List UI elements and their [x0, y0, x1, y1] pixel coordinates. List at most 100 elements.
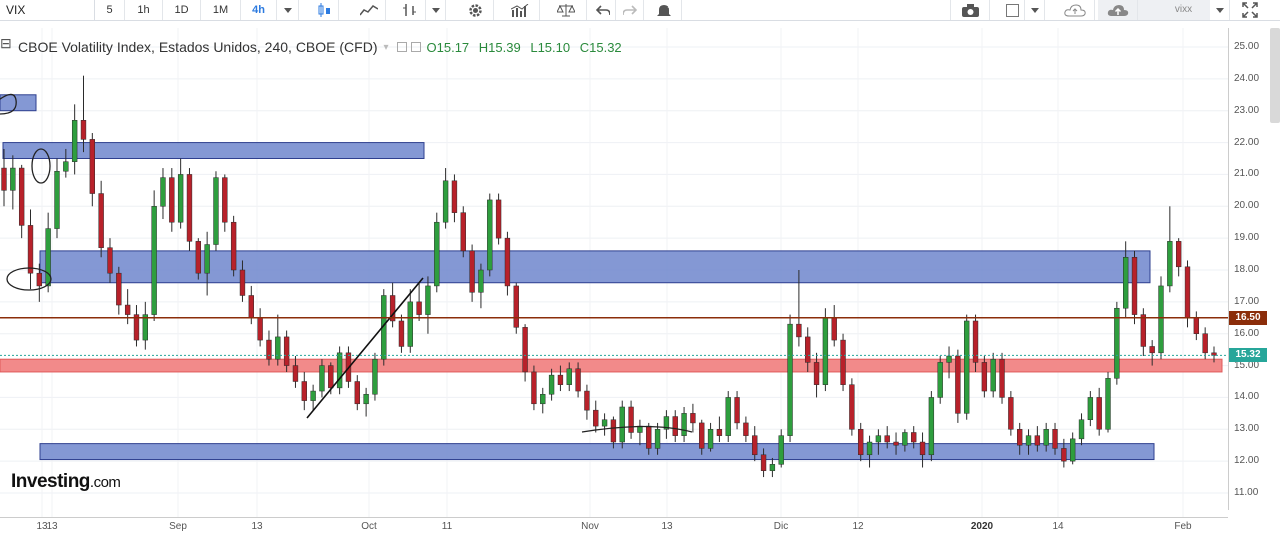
symbol-input[interactable]: VIX: [0, 0, 95, 20]
time-tick-label: 14: [1052, 521, 1064, 532]
candle-body: [434, 221, 440, 287]
undo-icon[interactable]: [590, 0, 616, 20]
snapshot-camera-icon[interactable]: [950, 0, 990, 20]
legend-hide-icon[interactable]: [410, 42, 421, 52]
candle-body: [557, 374, 564, 385]
candles-chart-icon[interactable]: [309, 0, 339, 20]
interval-dropdown-icon[interactable]: [277, 0, 299, 20]
candle-body: [716, 429, 723, 436]
candle-body: [654, 429, 661, 449]
candle-body: [548, 374, 555, 395]
candle-body: [301, 381, 307, 401]
price-badge-line: 16.50: [1229, 310, 1267, 325]
candle-body: [584, 390, 590, 411]
candle-body: [928, 397, 935, 456]
time-tick-label: 13: [251, 521, 263, 532]
template-dropdown-icon[interactable]: [1025, 0, 1045, 20]
candle-body: [1052, 429, 1058, 449]
interval-1m[interactable]: 1M: [201, 0, 241, 20]
candle-body: [1034, 435, 1041, 446]
compare-scale-icon[interactable]: [545, 0, 587, 20]
candle-body: [151, 206, 157, 315]
candle-body: [964, 320, 970, 414]
area-chart-icon[interactable]: [352, 0, 386, 20]
interval-4h[interactable]: 4h: [241, 0, 277, 20]
fullscreen-icon[interactable]: [1230, 0, 1270, 20]
candle-body: [1061, 448, 1067, 462]
candle-body: [575, 368, 581, 392]
zone-rectangle: [0, 358, 1223, 373]
legend-close: C15.32: [579, 39, 622, 55]
candle-body: [283, 336, 290, 366]
indicators-icon[interactable]: [500, 0, 540, 20]
candle-body: [54, 170, 60, 229]
candle-body: [1140, 314, 1147, 347]
alert-bell-icon[interactable]: +: [646, 0, 682, 20]
candles-layer: [1, 75, 1217, 478]
candle-body: [734, 397, 740, 424]
settings-gear-icon[interactable]: [458, 0, 494, 20]
time-tick-label: Feb: [1174, 521, 1192, 532]
candle-body: [1105, 378, 1111, 430]
candle-body: [911, 432, 917, 443]
candle-body: [663, 416, 670, 430]
drawing-oval-top-left: [0, 93, 17, 115]
legend-low: L15.10: [530, 39, 571, 55]
right-scrollbar[interactable]: [1270, 28, 1280, 123]
interval-5[interactable]: 5: [95, 0, 125, 20]
legend-dropdown-icon[interactable]: ▾: [383, 41, 389, 53]
price-chart[interactable]: [0, 28, 1228, 517]
candle-body: [796, 323, 802, 338]
candle-body: [1070, 438, 1076, 462]
candle-body: [769, 464, 776, 471]
candle-body: [372, 358, 378, 395]
candle-body: [248, 295, 254, 319]
save-cloud-icon[interactable]: [1098, 0, 1138, 20]
candle-body: [690, 413, 696, 424]
time-tick-label: Sep: [169, 521, 187, 532]
candle-body: [875, 435, 882, 443]
candle-body: [45, 228, 51, 287]
chart-type-dropdown-icon[interactable]: [426, 0, 446, 20]
price-tick-label: 22.00: [1234, 136, 1260, 148]
zone-rectangle: [39, 250, 1151, 284]
candle-body: [866, 441, 873, 456]
interval-1d[interactable]: 1D: [163, 0, 201, 20]
candle-body: [478, 269, 484, 293]
chart-toolbar: VIX 5 1h 1D 1M 4h +: [0, 0, 1280, 21]
redo-icon[interactable]: [616, 0, 644, 20]
interval-1h[interactable]: 1h: [125, 0, 163, 20]
candle-body: [36, 272, 43, 287]
candle-body: [893, 441, 899, 446]
candle-body: [80, 120, 87, 140]
time-tick-label: Oct: [361, 521, 377, 532]
candle-body: [946, 355, 952, 363]
time-tick-label: 11: [441, 521, 453, 532]
legend-settings-icon[interactable]: [396, 42, 407, 52]
time-axis[interactable]: [0, 517, 1228, 538]
time-tick-label: 2020: [970, 521, 994, 532]
candle-body: [495, 199, 502, 239]
candle-body: [363, 393, 369, 405]
zone-rectangle: [2, 142, 425, 159]
load-cloud-icon[interactable]: [1055, 0, 1095, 20]
template-square-icon[interactable]: [1000, 0, 1025, 20]
candle-body: [89, 139, 95, 194]
candle-body: [425, 285, 431, 315]
candle-body: [778, 435, 784, 465]
candle-body: [1017, 429, 1023, 446]
price-tick-label: 11.00: [1234, 487, 1259, 498]
price-tick-label: 23.00: [1234, 104, 1260, 116]
candle-body: [1149, 346, 1155, 354]
candle-body: [760, 454, 767, 471]
candle-body: [707, 429, 714, 449]
candle-body: [972, 320, 979, 363]
compare-dropdown-icon[interactable]: [1210, 0, 1230, 20]
bars-chart-icon[interactable]: [394, 0, 426, 20]
candle-body: [407, 301, 413, 347]
candle-body: [71, 120, 78, 162]
candle-body: [1096, 397, 1102, 430]
collapse-legend-icon[interactable]: ⊟: [0, 35, 12, 51]
candle-body: [1078, 419, 1085, 440]
candle-body: [884, 435, 890, 443]
